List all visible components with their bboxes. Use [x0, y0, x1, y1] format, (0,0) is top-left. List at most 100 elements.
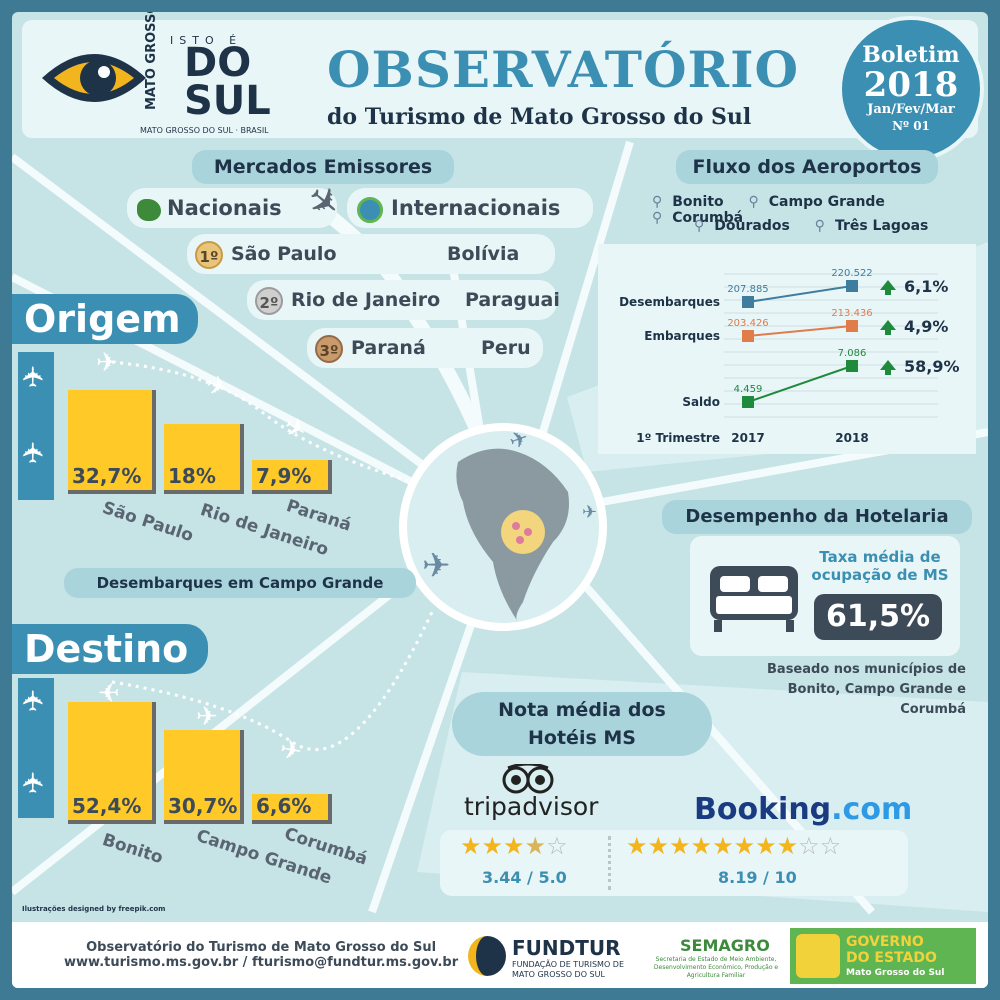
legend-label-3: Corumbá	[672, 210, 744, 226]
bulletin-number: Nº 01	[892, 119, 930, 133]
destination-bar-value-1: 52,4%	[72, 794, 142, 818]
international-label: Internacionais	[391, 196, 561, 220]
booking-star-icon: ★	[776, 832, 799, 860]
destination-bar-value-3: 6,6%	[256, 794, 312, 818]
semagro-sub: Secretaria de Estado de Meio Ambiente, D…	[653, 956, 779, 979]
airports-legend-row2: ⚲ Dourados ⚲ Três Lagoas	[694, 218, 948, 234]
destination-bar-value-2: 30,7%	[168, 794, 238, 818]
origin-bar-3: 7,9%	[252, 460, 332, 494]
data-point-2-1	[742, 330, 754, 342]
booking-star-icon: ★	[669, 832, 691, 860]
booking-star-icon: ★	[626, 832, 648, 860]
runway-airplane-icon: ✈	[17, 770, 51, 795]
south-america-globe	[399, 423, 607, 631]
tripadvisor-logo: tripadvisor	[464, 792, 599, 821]
airports-title: Fluxo dos Aeroportos	[676, 150, 938, 184]
data-label-3-2: 7.086	[838, 348, 867, 359]
origin-bar-value-3: 7,9%	[256, 464, 312, 488]
national-pill: Nacionais	[127, 188, 337, 228]
footer-line1: Observatório do Turismo de Mato Grosso d…	[86, 940, 437, 955]
up-arrow-stem	[885, 369, 891, 375]
illustration-credit: Ilustrações designed by freepik.com	[22, 905, 166, 913]
market-row-3: 3º Paraná Peru	[307, 328, 543, 368]
location-pin-icon: ⚲	[694, 218, 705, 234]
bulletin-year: 2018	[863, 65, 959, 105]
data-label-2-1: 203.426	[727, 318, 768, 329]
hotel-box: Taxa média de ocupação de MS 61,5%	[690, 536, 960, 656]
series-line-1	[747, 285, 853, 303]
page-title: OBSERVATÓRIO	[327, 40, 800, 99]
legend-label-5: Três Lagoas	[834, 218, 929, 234]
ratings-title: Nota média dos Hotéis MS	[452, 692, 712, 756]
hotel-note: Baseado nos municípios de Bonito, Campo …	[767, 662, 966, 717]
series-line-2	[747, 325, 853, 337]
government-logo: GOVERNO DO ESTADO Mato Grosso do Sul	[790, 928, 976, 984]
destination-bar-3: 6,6%	[252, 794, 332, 824]
international-pill: Internacionais	[347, 188, 593, 228]
origin-bar-2: 18%	[164, 424, 244, 494]
footer: Observatório do Turismo de Mato Grosso d…	[12, 922, 988, 988]
runway-strip-origin	[18, 352, 54, 500]
bulletin-period: Jan/Fev/Mar	[867, 102, 955, 117]
data-label-1-2: 220.522	[831, 268, 872, 279]
national-label: Nacionais	[167, 196, 282, 220]
tripadvisor-star-icon: ★	[503, 832, 525, 860]
booking-logo: Booking.com	[694, 792, 912, 827]
tripadvisor-score: 3.44 / 5.0	[482, 868, 567, 887]
booking-star-icon: ★	[690, 832, 713, 860]
x-tick-label-2: 2018	[835, 431, 868, 445]
ratings-divider	[608, 836, 611, 890]
airports-line-chart: 207.885 220.522 Desembarques 6,1% 203.426 213…	[619, 268, 960, 445]
booking-name: Booking	[694, 792, 832, 827]
national-1: São Paulo	[231, 243, 337, 265]
runway-strip-destination	[18, 678, 54, 818]
page-subtitle: do Turismo de Mato Grosso do Sul	[327, 104, 752, 130]
data-point-1-1	[742, 296, 754, 308]
data-point-2-2	[846, 320, 858, 332]
bed-icon	[710, 566, 798, 632]
change-label-3: 58,9%	[904, 357, 960, 376]
bulletin-label: Boletim	[862, 42, 960, 68]
legend-item-3: ⚲ Corumbá	[652, 210, 753, 226]
booking-star-icon: ☆	[798, 832, 820, 860]
logo-small-text: MATO GROSSO DO SUL · BRASIL	[140, 126, 269, 135]
tripadvisor-stars: ★★★★☆	[460, 834, 568, 858]
tripadvisor-owl-icon	[502, 764, 554, 794]
origin-bar-value-1: 32,7%	[72, 464, 142, 488]
airplane-icon: ✈	[582, 502, 598, 523]
series-label-2: Embarques	[644, 329, 720, 343]
change-label-1: 6,1%	[904, 277, 948, 296]
data-point-3-2	[846, 360, 858, 372]
hotel-rate-value: 61,5%	[814, 594, 942, 640]
market-row-2: 2º Rio de Janeiro Paraguai	[247, 280, 560, 320]
series-label-1: Desembarques	[619, 295, 720, 309]
destination-label: Destino	[12, 624, 208, 674]
infographic-frame: ISTO É MATO GROSSO DO SUL MATO GROSSO DO…	[12, 12, 988, 988]
tripadvisor-star-icon: ★	[524, 832, 547, 860]
series-label-3: Saldo	[682, 395, 720, 409]
legend-item-5: ⚲ Três Lagoas	[815, 218, 939, 234]
data-label-1-1: 207.885	[727, 284, 768, 295]
up-arrow-stem	[885, 289, 891, 295]
landings-label: Desembarques em Campo Grande	[64, 568, 416, 598]
airports-chart-box: 207.885 220.522 Desembarques 6,1% 203.426 213…	[598, 244, 976, 454]
booking-star-icon: ★	[712, 832, 734, 860]
government-line2: DO ESTADO	[846, 950, 937, 966]
market-row-1: 1º São Paulo Bolívia	[187, 234, 555, 274]
national-2: Rio de Janeiro	[291, 289, 441, 311]
government-crest-icon	[796, 934, 840, 978]
markets-title: Mercados Emissores	[192, 150, 454, 184]
up-arrow-stem	[885, 329, 891, 335]
booking-star-icon: ★	[647, 832, 670, 860]
international-3: Peru	[481, 337, 531, 359]
location-pin-icon: ⚲	[652, 194, 663, 210]
logo-istoe: ISTO É	[170, 34, 243, 47]
bronze-medal-icon: 3º	[315, 334, 343, 363]
data-label-3-1: 4.459	[734, 384, 763, 395]
location-pin-icon: ⚲	[814, 218, 825, 234]
legend-label-2: Campo Grande	[768, 194, 885, 210]
government-line3: Mato Grosso do Sul	[846, 968, 945, 978]
data-point-1-2	[846, 280, 858, 292]
airplane-icon: ✈	[96, 348, 118, 378]
ratings-box: ★★★★☆ ★★★★★★★★☆☆ 3.44 / 5.0 8.19 / 10	[440, 830, 908, 896]
